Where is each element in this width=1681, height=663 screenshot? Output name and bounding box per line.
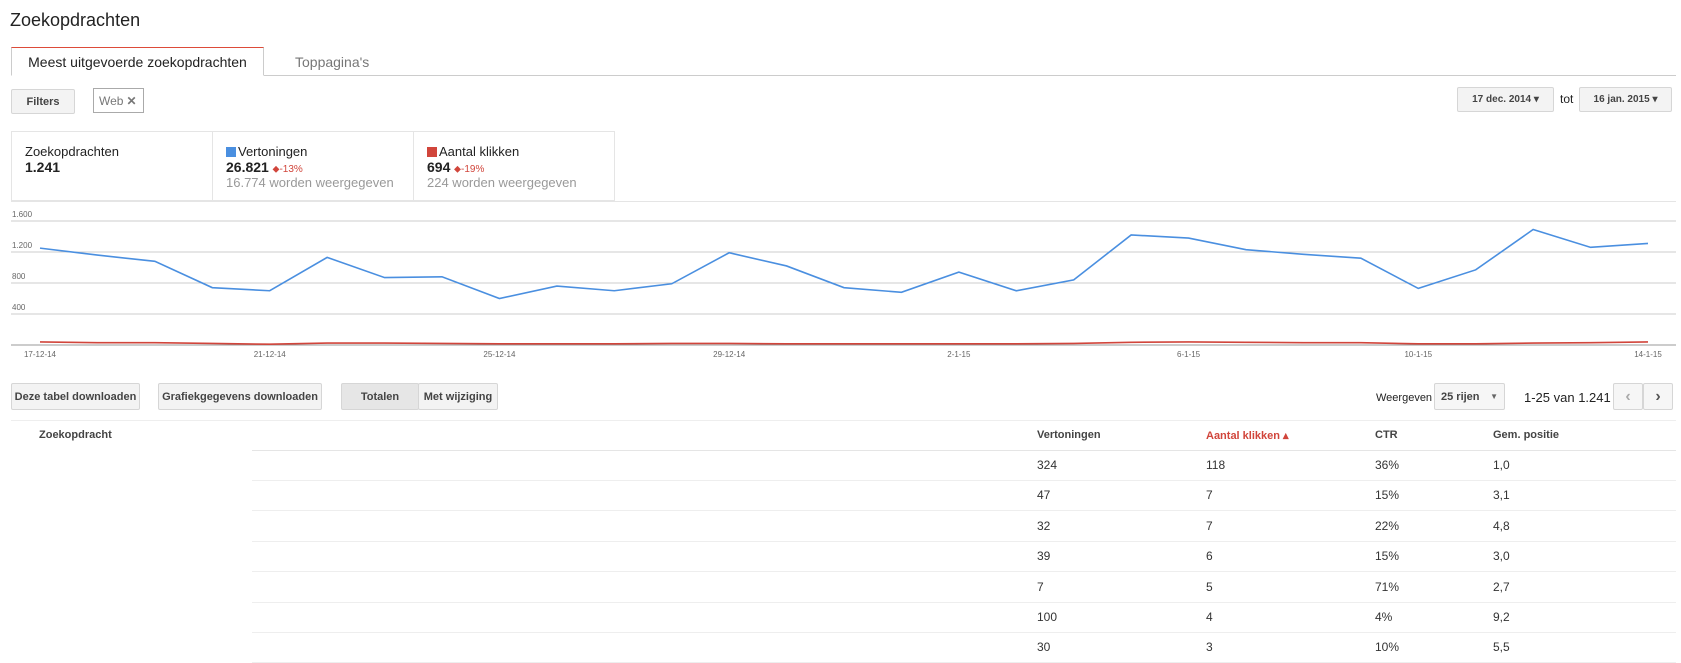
- table-cell: 3,1: [1493, 488, 1510, 503]
- rows-text: 25 rijen: [1441, 390, 1480, 403]
- card-value: 26.821: [226, 159, 269, 175]
- pager-prev[interactable]: ‹: [1613, 383, 1643, 410]
- y-tick-label: 400: [12, 303, 26, 312]
- card-value: 694: [427, 159, 451, 175]
- row-line: [252, 571, 1676, 573]
- table-cell: 324: [1037, 458, 1058, 472]
- date-text: 17 dec. 2014: [1472, 94, 1532, 105]
- card-label: Zoekopdrachten: [25, 144, 119, 159]
- chip-remove[interactable]: ✕: [126, 93, 137, 108]
- row-line: [252, 480, 1676, 481]
- card-note: 224 worden weergegeven: [427, 175, 577, 190]
- column-header: Vertoningen: [1037, 429, 1101, 441]
- table-cell: 7: [1206, 518, 1213, 533]
- card-note: 16.774 worden weergegeven: [226, 175, 394, 190]
- row-line: [252, 510, 1676, 512]
- row-line: [252, 540, 1676, 542]
- chart: 400 800 1.200 1.600 17-12-14 21-12-14 25-12-14…: [11, 210, 1676, 359]
- x-tick-label: 17-12-14: [24, 350, 57, 359]
- line-series: [39, 341, 1649, 346]
- download-table[interactable]: Deze tabel downloaden: [11, 383, 140, 410]
- column-header: Aantal klikken ▴: [1206, 430, 1289, 442]
- totals-toggle[interactable]: Totalen: [341, 383, 419, 410]
- change-arrow: ⬥: [272, 164, 280, 175]
- line-series: [39, 228, 1649, 300]
- table-cell: 100: [1037, 610, 1058, 624]
- date-start[interactable]: 17 dec. 2014 ▾: [1457, 87, 1554, 112]
- x-tick-label: 25-12-14: [483, 350, 516, 359]
- table-cell: 30: [1037, 640, 1051, 655]
- x-tick-label: 21-12-14: [254, 350, 287, 359]
- filter-chip[interactable]: Web ✕: [93, 88, 144, 113]
- y-tick-label: 800: [12, 272, 26, 281]
- show-label: Weergeven: [1376, 392, 1433, 404]
- x-tick-label: 14-1-15: [1634, 350, 1662, 359]
- table-cell: 3,0: [1493, 549, 1510, 564]
- tab[interactable]: Toppagina's: [295, 54, 370, 70]
- table-cell: 10%: [1375, 640, 1400, 655]
- table-cell: 47: [1037, 488, 1051, 503]
- x-tick-label: 29-12-14: [713, 350, 746, 359]
- chip-label: Web: [99, 93, 124, 108]
- page-title: Zoekopdrachten: [10, 10, 141, 30]
- table-cell: 4: [1206, 610, 1213, 624]
- date-end[interactable]: 16 jan. 2015 ▾: [1579, 87, 1672, 112]
- card-change: -19%: [460, 164, 485, 175]
- table-cell: 1,0: [1493, 458, 1510, 472]
- tab-active[interactable]: Meest uitgevoerde zoekopdrachten: [11, 47, 264, 76]
- date-sep: tot: [1560, 92, 1574, 106]
- column-header: CTR: [1375, 429, 1398, 441]
- x-tick-label: 10-1-15: [1404, 350, 1432, 359]
- table-cell: 32: [1037, 518, 1051, 533]
- table-cell: 15%: [1375, 488, 1400, 503]
- table-cell: 22%: [1375, 518, 1400, 533]
- divider: [11, 420, 1676, 421]
- table-cell: 9,2: [1493, 610, 1510, 624]
- table-cell: 7: [1037, 579, 1044, 594]
- legend-label: Aantal klikken: [439, 144, 520, 159]
- table-cell: 4,8: [1493, 518, 1510, 533]
- x-tick-label: 2-1-15: [947, 350, 971, 359]
- y-tick-label: 1.600: [12, 210, 33, 219]
- legend-label: Vertoningen: [238, 144, 308, 159]
- column-header: Zoekopdracht: [39, 429, 112, 441]
- divider: [11, 201, 1676, 202]
- tab-line: [11, 75, 1676, 76]
- x-tick-label: 6-1-15: [1177, 350, 1201, 359]
- column-header: Gem. positie: [1493, 429, 1560, 441]
- y-tick-label: 1.200: [12, 241, 33, 250]
- table-cell: 5: [1206, 579, 1213, 594]
- table-cell: 7: [1206, 488, 1213, 503]
- download-chart[interactable]: Grafiekgegevens downloaden: [158, 383, 322, 410]
- summary-card: Zoekopdrachten 1.241: [11, 131, 213, 201]
- table-cell: 118: [1206, 458, 1226, 472]
- table-cell: 6: [1206, 549, 1213, 564]
- table-cell: 5,5: [1493, 640, 1510, 655]
- legend-swatch: [427, 147, 437, 157]
- table-cell: 36%: [1375, 458, 1400, 472]
- legend-swatch: [226, 147, 236, 157]
- table-cell: 2,7: [1493, 579, 1510, 594]
- pager-next[interactable]: ›: [1643, 383, 1673, 410]
- header-line: [252, 450, 1676, 451]
- filters-button[interactable]: Filters: [11, 89, 75, 114]
- row-line: [252, 632, 1676, 633]
- summary-card[interactable]: Aantal klikken 694 ⬥-19% 224 worden weerge…: [413, 131, 615, 201]
- row-line: [252, 601, 1676, 603]
- table-cell: 3: [1206, 640, 1213, 655]
- changes-toggle[interactable]: Met wijziging: [418, 383, 498, 410]
- date-text: 16 jan. 2015: [1593, 94, 1650, 105]
- change-arrow: ⬥: [453, 164, 461, 175]
- pager-range: 1-25 van 1.241: [1524, 390, 1611, 405]
- card-change: -13%: [279, 164, 303, 175]
- sort-icon: ▴: [1279, 430, 1289, 442]
- table-cell: 15%: [1375, 549, 1400, 564]
- card-value: 1.241: [25, 159, 61, 175]
- table-cell: 4%: [1375, 610, 1393, 624]
- rows-select[interactable]: 25 rijen ▼: [1434, 383, 1505, 410]
- table-cell: 71%: [1375, 579, 1400, 594]
- summary-card[interactable]: Vertoningen 26.821 ⬥-13% 16.774 worden wee…: [212, 131, 414, 201]
- table-cell: 39: [1037, 549, 1051, 564]
